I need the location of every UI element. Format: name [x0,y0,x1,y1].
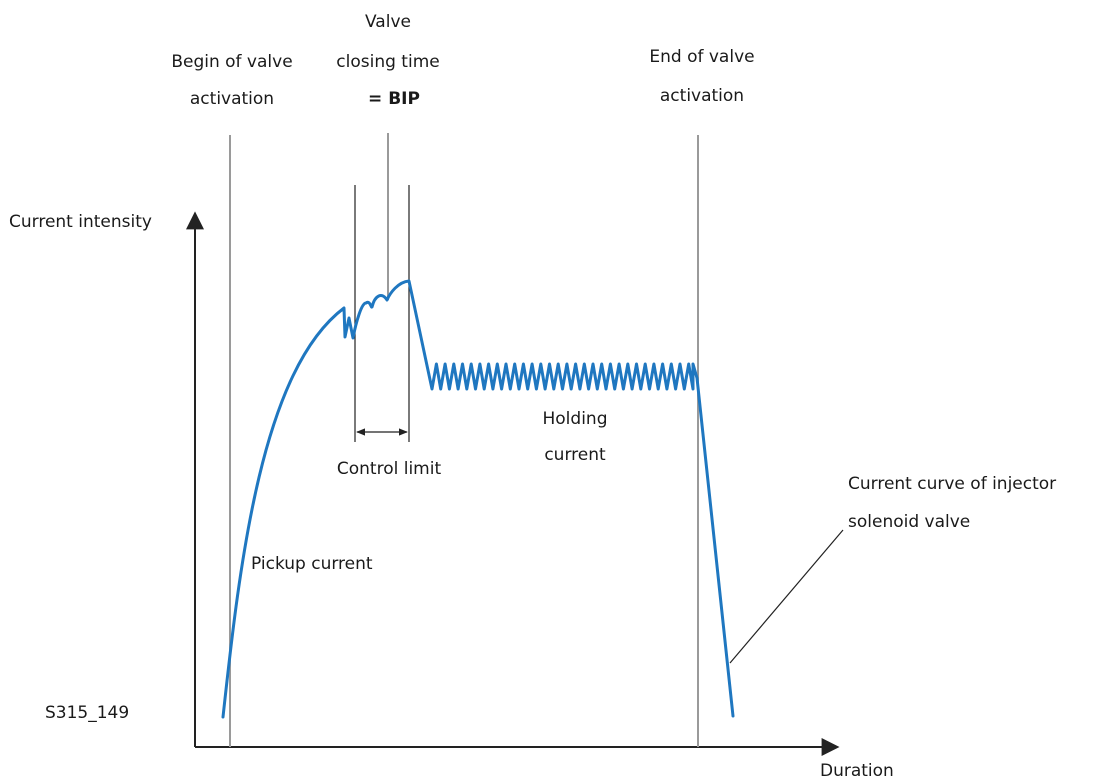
valve-closing-label-line1: Valve [365,12,411,32]
figure-id-label: S315_149 [45,703,129,723]
curve-label-line2: solenoid valve [848,512,970,532]
holding-current-label-line1: Holding [543,409,608,429]
control-limit-label: Control limit [337,459,442,479]
end-activation-label-line1: End of valve [649,47,754,67]
valve-closing-label-line2: closing time [336,52,439,72]
bip-label: = BIP [368,89,420,109]
holding-current-label-line2: current [544,445,606,465]
begin-activation-label-line2: activation [190,89,274,109]
curve-label-line1: Current curve of injector [848,474,1056,494]
curve-leader-line [729,529,844,664]
begin-activation-label-line1: Begin of valve [171,52,292,72]
y-axis-label: Current intensity [9,212,152,232]
current-curve [221,279,735,719]
pickup-current-label: Pickup current [251,554,373,574]
x-axis-label: Duration [820,761,894,780]
end-activation-label-line2: activation [660,86,744,106]
